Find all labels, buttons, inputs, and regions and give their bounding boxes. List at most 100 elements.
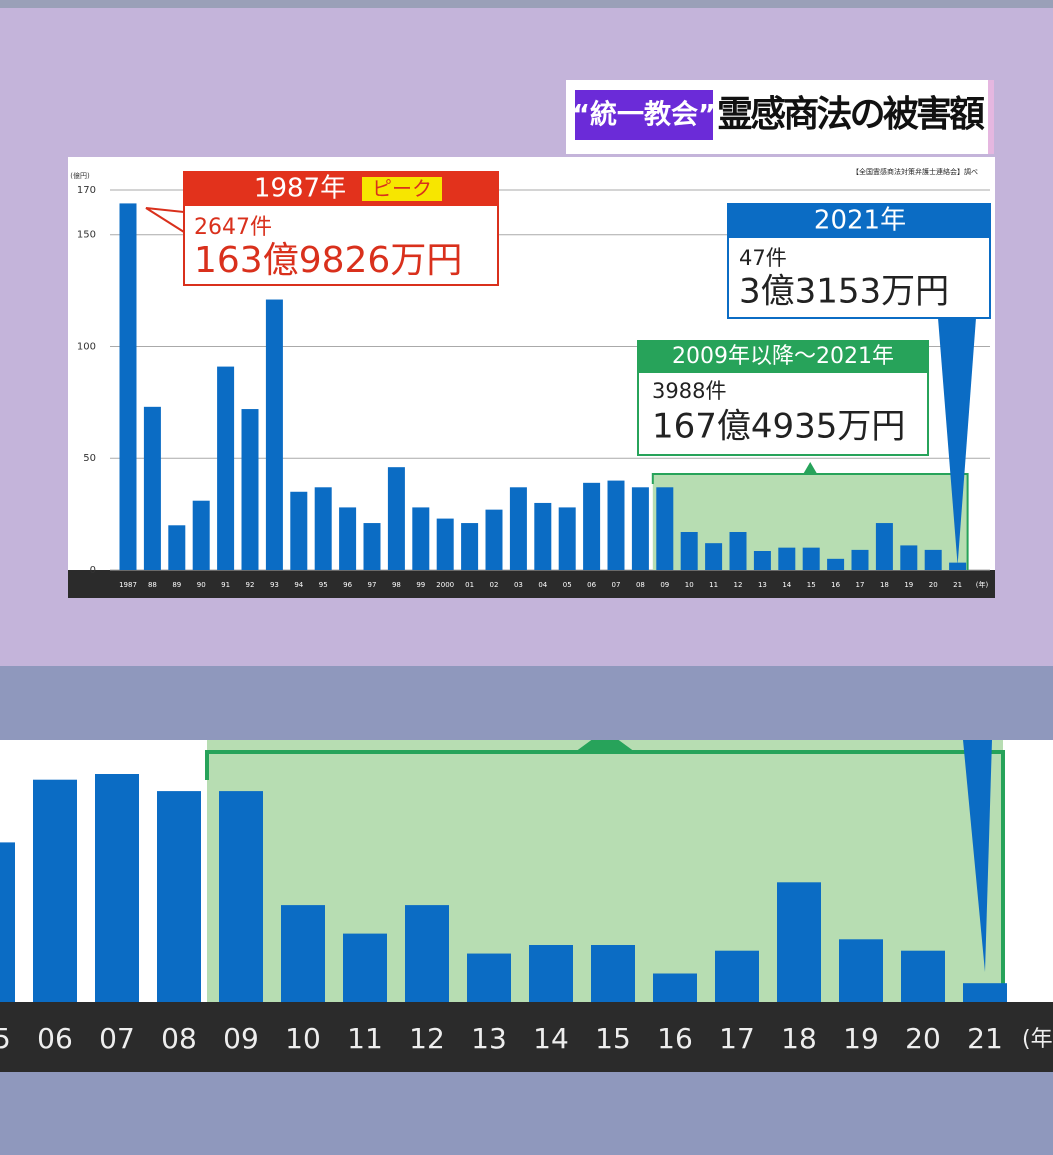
y-unit: (億円) [70, 171, 90, 180]
x-axis-band [68, 570, 995, 598]
bar [387, 467, 405, 570]
peak-amount: 163億9826万円 [194, 240, 462, 281]
peak-count: 2647件 [194, 215, 272, 240]
zoom-x-tick-label: 17 [719, 1022, 755, 1055]
latest-body [727, 236, 991, 319]
x-unit: (年) [976, 580, 989, 589]
x-tick-label: 2000 [436, 581, 454, 589]
zoom-x-tick-label: 13 [471, 1022, 507, 1055]
x-tick-label: 05 [563, 581, 572, 589]
zoom-x-tick-label: 12 [409, 1022, 445, 1055]
zoom-x-tick-label: 15 [595, 1022, 631, 1055]
zoom-x-tick-label: 14 [533, 1022, 569, 1055]
latest-amount: 3億3153万円 [739, 272, 949, 312]
zoom-x-tick-label: 08 [161, 1022, 197, 1055]
range-body [637, 371, 929, 456]
peak-header [183, 171, 499, 206]
zoom-range-pointer [575, 740, 635, 752]
bar [851, 549, 869, 570]
zoom-x-tick-label: 11 [347, 1022, 383, 1055]
bar [412, 507, 430, 570]
x-tick-label: 07 [612, 581, 621, 589]
y-tick-label: 0 [90, 565, 96, 576]
bar [241, 409, 259, 570]
y-tick-label: 100 [77, 341, 96, 352]
bar [583, 482, 601, 570]
zoom-x-tick-label: 06 [37, 1022, 73, 1055]
x-tick-label: 06 [587, 581, 596, 589]
range-count: 3988件 [652, 379, 726, 403]
x-tick-label: 95 [319, 581, 328, 589]
x-tick-label: 90 [197, 581, 206, 589]
bar [509, 487, 527, 570]
bar [900, 545, 918, 570]
bar [461, 523, 479, 570]
x-tick-label: 17 [856, 581, 865, 589]
bar [485, 509, 503, 570]
x-tick-label: 96 [343, 581, 352, 589]
x-tick-label: 14 [782, 581, 791, 589]
range-header [637, 340, 929, 373]
x-tick-label: 11 [709, 581, 718, 589]
bar [715, 950, 759, 1002]
y-tick-label: 170 [77, 185, 96, 196]
y-tick-label: 150 [77, 230, 96, 241]
zoom-x-tick-label: 21 [967, 1022, 1003, 1055]
bar [119, 203, 137, 571]
range-pointer [803, 462, 818, 474]
title-tag-box [575, 90, 713, 140]
peak-year: 1987年 [254, 174, 346, 204]
zoom-x-unit: (年) [1022, 1027, 1053, 1052]
zoom-view: 05 06 07 08 09 10 11 12 13 14 15 16 17 18 19 20 21 (年) [0, 740, 1053, 1055]
bar [901, 950, 945, 1002]
chart-title: 霊感商法の被害額 [717, 94, 985, 135]
x-tick-label: 08 [636, 581, 645, 589]
x-tick-label: 92 [246, 581, 255, 589]
bar [281, 905, 325, 1002]
zoom-axis-band [0, 1002, 1053, 1072]
bar [290, 491, 308, 570]
zoom-x-tick-label: 16 [657, 1022, 693, 1055]
peak-tag-box [362, 177, 442, 201]
bar [949, 562, 967, 570]
bar [777, 882, 821, 1002]
x-tick-label: 16 [831, 581, 840, 589]
bar [591, 945, 635, 1002]
x-tick-label: 10 [685, 581, 694, 589]
x-tick-label: 04 [538, 581, 547, 589]
x-tick-label: 93 [270, 581, 279, 589]
bar [729, 532, 747, 570]
zoom-x-tick-label: 10 [285, 1022, 321, 1055]
bar [0, 842, 15, 1002]
zoom-x-tick-label: 19 [843, 1022, 879, 1055]
bar [339, 507, 357, 570]
x-tick-label: 02 [490, 581, 499, 589]
x-tick-label: 18 [880, 581, 889, 589]
zoom-latest-pointer [963, 740, 992, 972]
x-tick-label: 89 [172, 581, 181, 589]
bar [217, 366, 235, 570]
bar [534, 502, 552, 570]
bar [753, 551, 771, 570]
top-strip [0, 0, 1053, 8]
bar [631, 487, 649, 570]
bar [405, 905, 449, 1002]
zoom-x-tick-label: 20 [905, 1022, 941, 1055]
bar [95, 774, 139, 1002]
range-amount: 167億4935万円 [652, 407, 905, 447]
range-years: 2009年以降～2021年 [672, 344, 894, 369]
source: 【全国霊感商法対策弁護士連絡会】調べ [852, 167, 978, 176]
zoom-x-tick-label: 09 [223, 1022, 259, 1055]
zoom-x-tick-label: 07 [99, 1022, 135, 1055]
bar [143, 406, 161, 570]
bar [343, 933, 387, 1002]
bar [219, 791, 263, 1002]
x-tick-label: 01 [465, 581, 474, 589]
bar [33, 779, 77, 1002]
latest-pointer [938, 318, 976, 565]
bar [529, 945, 573, 1002]
bar [168, 525, 186, 570]
x-tick-label: 88 [148, 581, 157, 589]
x-tick-label: 99 [416, 581, 425, 589]
